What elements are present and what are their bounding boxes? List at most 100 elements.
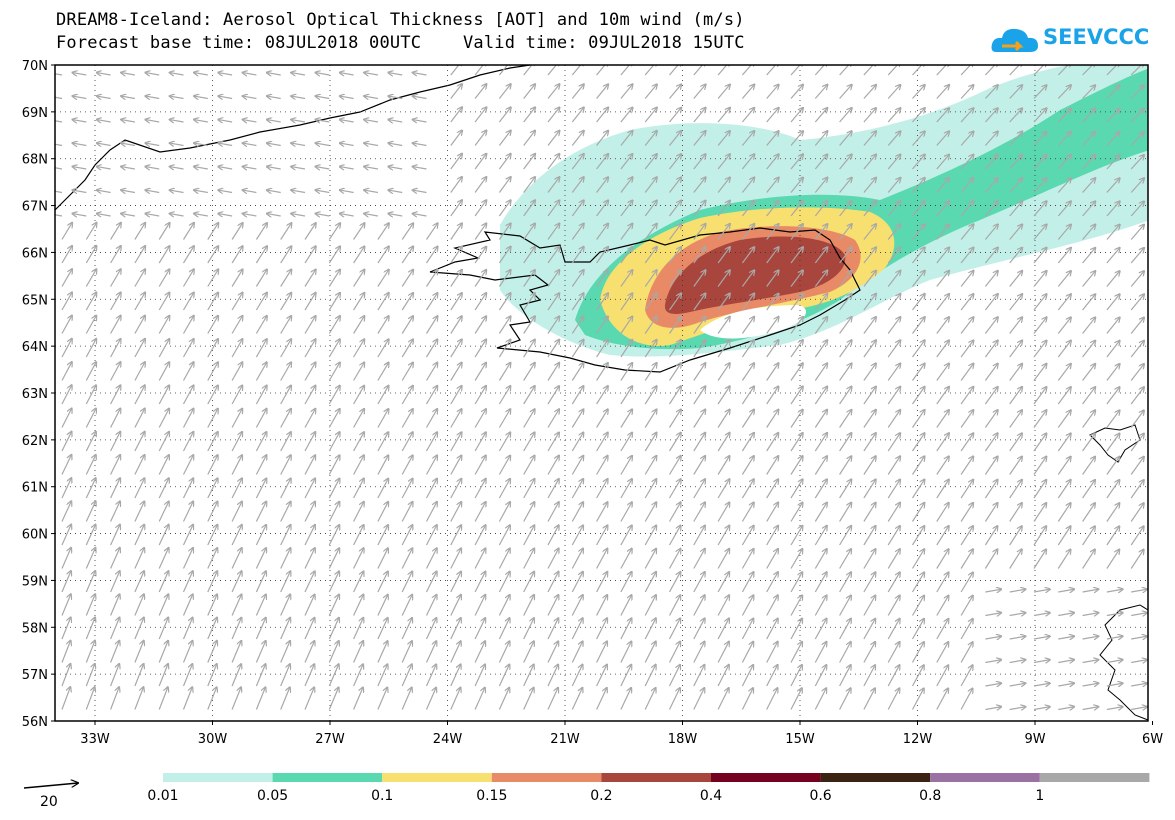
wind-arrow [814, 479, 827, 499]
wind-arrow [207, 641, 217, 663]
wind-arrow [620, 247, 633, 264]
wind-arrow [231, 525, 242, 546]
wind-arrow [474, 107, 486, 123]
wind-arrow [498, 572, 509, 593]
wind-arrow [364, 143, 379, 145]
scotland-coastline [1099, 604, 1149, 721]
wind-arrow [474, 363, 486, 381]
wind-arrow [1082, 410, 1096, 428]
wind-arrow [668, 642, 681, 663]
wind-arrow [1082, 294, 1096, 311]
wind-arrow [450, 432, 462, 452]
wind-arrow [1082, 271, 1096, 287]
wind-arrow [669, 247, 682, 264]
wind-arrow [717, 131, 730, 146]
wind-arrow [498, 548, 509, 569]
wind-arrow [936, 85, 949, 99]
wind-arrow [887, 201, 900, 217]
wind-arrow [814, 526, 827, 546]
wind-arrow [425, 688, 437, 710]
wind-arrow [1130, 434, 1144, 452]
wind-arrow [596, 293, 608, 311]
wind-arrow [912, 271, 925, 287]
wind-arrow [97, 167, 111, 169]
wind-arrow [1106, 589, 1123, 592]
wind-arrow [1009, 317, 1022, 334]
wind-arrow [110, 339, 121, 358]
wind-arrow [110, 501, 120, 522]
wind-arrow [110, 478, 120, 499]
wind-arrow [450, 363, 462, 381]
wind-arrow [243, 143, 257, 145]
wind-arrow [887, 688, 899, 710]
wind-arrow [717, 502, 729, 522]
wind-arrow [766, 386, 779, 405]
wind-arrow [207, 339, 218, 358]
wind-arrow [474, 525, 485, 546]
wind-arrow [644, 317, 657, 334]
wind-arrow [182, 455, 194, 475]
wind-arrow [644, 247, 657, 264]
wind-arrow [839, 154, 852, 170]
wind-arrow [523, 548, 535, 569]
wind-arrow [61, 594, 71, 616]
wind-arrow [450, 525, 461, 546]
wind-arrow [474, 688, 485, 710]
wind-arrow [61, 316, 72, 334]
wind-arrow [984, 155, 997, 170]
wind-arrow [61, 292, 72, 311]
wind-arrow [498, 618, 509, 640]
wind-arrow [158, 293, 169, 311]
wind-arrow [644, 201, 657, 217]
wind-arrow [668, 502, 681, 522]
wind-arrow [1033, 317, 1047, 334]
wind-arrow [717, 642, 729, 663]
wind-arrow [498, 641, 509, 663]
wind-arrow [328, 293, 340, 311]
wind-arrow [255, 362, 266, 381]
wind-arrow [1033, 341, 1047, 358]
wind-arrow [620, 433, 632, 452]
wind-arrow [474, 65, 486, 76]
wind-arrow [936, 572, 949, 593]
wind-arrow [255, 664, 265, 687]
wind-arrow [766, 65, 779, 76]
wind-arrow [839, 363, 852, 381]
lat-label: 65N [22, 293, 48, 308]
wind-arrow [1082, 457, 1095, 475]
wind-arrow [912, 410, 925, 428]
wind-arrow [425, 386, 438, 405]
wind-arrow [790, 224, 803, 240]
wind-arrow [134, 385, 145, 405]
wind-arrow [1106, 132, 1120, 146]
wind-arrow [887, 642, 899, 663]
wind-arrow [280, 386, 291, 405]
wind-arrow [1130, 225, 1144, 240]
wind-arrow [1130, 480, 1144, 499]
wind-arrow [243, 73, 257, 75]
wind-arrow [717, 479, 729, 499]
wind-arrow [1130, 341, 1144, 358]
wind-arrow [523, 479, 535, 499]
wind-arrow [255, 571, 266, 593]
wind-arrow [1082, 660, 1099, 663]
wind-arrow [1057, 155, 1071, 170]
wind-arrow [425, 455, 438, 475]
wind-arrow [304, 479, 315, 499]
wind-arrow [571, 84, 584, 99]
wind-arrow [328, 270, 340, 287]
wind-arrow [571, 595, 583, 616]
wind-arrow [134, 292, 145, 311]
wind-arrow [741, 502, 753, 522]
wind-arrow [814, 65, 827, 76]
wind-arrow [377, 363, 389, 381]
wind-arrow [61, 408, 72, 428]
lon-label: 33W [80, 732, 110, 747]
wind-arrow [158, 432, 169, 452]
wind-arrow [596, 363, 608, 381]
wind-arrow [644, 665, 655, 687]
wind-arrow [498, 84, 510, 99]
wind-arrow [182, 548, 193, 569]
wind-arrow [85, 409, 96, 428]
